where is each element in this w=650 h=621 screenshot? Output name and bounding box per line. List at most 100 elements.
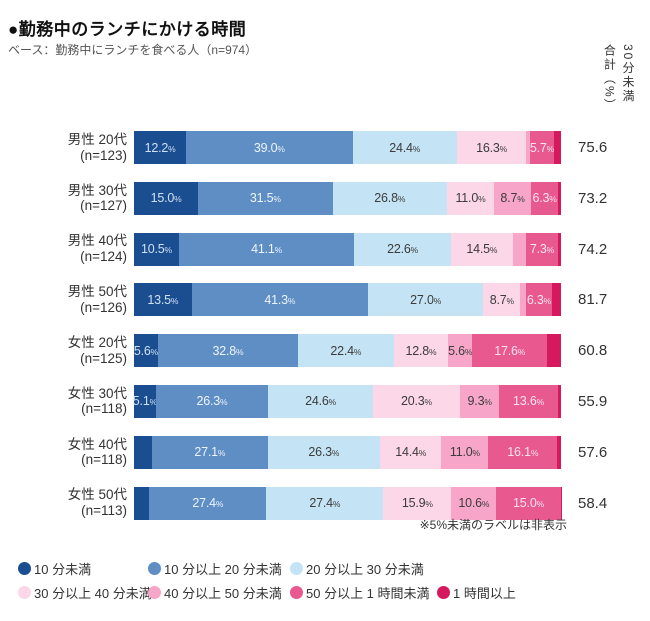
segment-value-label: 22.6% <box>387 242 419 257</box>
segment-value-label: 39.0% <box>253 140 285 155</box>
category-label: 女性 40代 (n=118) <box>0 437 134 468</box>
bar-segment <box>547 334 561 368</box>
segment-value-label: 5.1% <box>132 394 157 409</box>
bar-segment <box>557 435 561 469</box>
segment-value-label: 5.7% <box>529 140 555 155</box>
total-under-30min: 74.2 <box>578 240 608 258</box>
segment-value-label: 13.5% <box>147 292 179 307</box>
segment-value-label: 22.4% <box>330 343 362 358</box>
bar-segment: 20.3% <box>373 384 460 418</box>
bar-segment: 13.6% <box>499 384 558 418</box>
category-group: 男性 30代 <box>67 182 127 198</box>
total-column-header: 30分未満 合計（%） <box>602 44 635 113</box>
legend-dot-icon <box>148 585 161 599</box>
bar-segment <box>134 486 150 520</box>
legend-row: 30 分以上 40 分未満 40 分以上 50 分未満 50 分以上 1 時間未満 1… <box>18 580 638 604</box>
chart-row: 男性 20代 (n=123) 12.2% 39.0% 24.4% 16.3% 5.7% 75.… <box>0 131 650 164</box>
segment-value-label: 26.3% <box>196 394 228 409</box>
bar-segment: 12.2% <box>134 131 187 164</box>
legend-dot-icon <box>290 585 303 599</box>
bar-segment: 32.8% <box>157 334 298 368</box>
segment-value-label: 5.6% <box>448 343 473 358</box>
bar-segment: 6.3% <box>531 181 558 215</box>
category-n: (n=127) <box>80 198 127 214</box>
chart-base-note: ベース：勤務中にランチを食べる人（n=974） <box>8 43 258 57</box>
category-n: (n=118) <box>81 452 127 468</box>
segment-value-label: 8.7% <box>500 191 525 206</box>
chart-row: 男性 30代 (n=127) 15.0% 31.5% 26.8% 11.0% 8.7% 6.3… <box>0 181 650 215</box>
stacked-bar: 5.6% 32.8% 22.4% 12.8% 5.6% 17.6% <box>133 334 561 368</box>
bar-segment: 8.7% <box>483 283 521 317</box>
bar-segment <box>557 181 561 215</box>
legend-item: 10 分未満 <box>18 559 148 578</box>
bar-segment: 15.0% <box>134 181 199 215</box>
segment-value-label: 15.0% <box>513 496 544 511</box>
segment-value-label: 26.8% <box>374 191 406 206</box>
stacked-bar: 15.0% 31.5% 26.8% 11.0% 8.7% 6.3% <box>134 181 561 215</box>
segment-value-label: 10.6% <box>458 496 490 511</box>
bar-segment: 15.9% <box>383 486 452 520</box>
segment-value-label: 17.6% <box>494 343 526 358</box>
segment-value-label: 5.6% <box>133 343 159 358</box>
segment-value-label: 6.3% <box>532 191 557 206</box>
total-under-30min: 55.9 <box>578 392 608 410</box>
bar-segment: 16.3% <box>456 131 527 164</box>
legend-item: 1 時間以上 <box>437 583 516 602</box>
segment-value-label: 15.9% <box>401 496 433 511</box>
category-group: 男性 40代 <box>67 233 127 249</box>
segment-value-label: 12.8% <box>405 343 437 358</box>
category-label: 女性 50代 (n=113) <box>0 487 134 518</box>
bar-segment: 24.4% <box>352 131 457 164</box>
segment-value-label: 41.1% <box>251 242 283 257</box>
segment-value-label: 24.4% <box>389 140 421 155</box>
legend-item: 30 分以上 40 分未満 <box>18 583 152 602</box>
bar-segment: 14.4% <box>379 435 442 469</box>
bar-segment: 9.3% <box>459 384 500 418</box>
segment-value-label: 11.0% <box>455 191 486 206</box>
bar-segment <box>520 283 526 317</box>
category-n: (n=123) <box>80 147 127 163</box>
legend-row: 10 分未満 10 分以上 20 分未満 20 分以上 30 分未満 <box>18 556 638 580</box>
segment-value-label: 14.5% <box>466 242 498 257</box>
bar-segment: 5.6% <box>133 334 159 368</box>
category-n: (n=118) <box>81 401 127 417</box>
category-label: 男性 30代 (n=127) <box>0 183 134 214</box>
stacked-bar: 10.5% 41.1% 22.6% 14.5% 7.3% <box>134 232 561 266</box>
bar-segment: 5.6% <box>448 334 473 368</box>
segment-value-label: 27.4% <box>192 496 224 511</box>
segment-value-label: 26.3% <box>308 445 340 460</box>
chart-row: 女性 30代 (n=118) 5.1% 26.3% 24.6% 20.3% 9.3% 13.6… <box>0 384 650 418</box>
category-group: 男性 20代 <box>67 131 127 147</box>
category-n: (n=125) <box>80 350 127 366</box>
chart-row: 女性 20代 (n=125) 5.6% 32.8% 22.4% 12.8% 5.6% 17.6… <box>0 334 650 368</box>
segment-value-label: 24.6% <box>305 394 337 409</box>
chart-row: 男性 40代 (n=124) 10.5% 41.1% 22.6% 14.5% 7.3% 74.… <box>0 232 650 266</box>
bar-segment: 14.5% <box>450 232 513 266</box>
legend-dot-icon <box>18 561 31 575</box>
bar-segment: 13.5% <box>134 283 192 317</box>
bar-segment <box>554 131 561 164</box>
category-label: 男性 40代 (n=124) <box>0 233 134 264</box>
bar-segment: 8.7% <box>493 181 532 215</box>
bar-segment: 39.0% <box>186 131 353 164</box>
segment-value-label: 31.5% <box>249 191 281 206</box>
bar-segment <box>526 131 530 164</box>
legend-label: 1 時間以上 <box>453 585 516 601</box>
bar-segment <box>557 232 561 266</box>
bar-segment: 26.3% <box>267 435 380 469</box>
bar-segment: 27.0% <box>367 283 484 317</box>
bar-segment <box>512 232 527 266</box>
segment-value-label: 7.3% <box>529 242 555 257</box>
bar-segment <box>557 384 561 418</box>
bar-segment: 17.6% <box>472 334 548 368</box>
segment-value-label: 16.3% <box>476 140 508 155</box>
bar-segment: 24.6% <box>268 384 374 418</box>
segment-value-label: 12.2% <box>144 140 176 155</box>
bar-segment: 16.1% <box>488 435 558 469</box>
total-under-30min: 75.6 <box>578 139 608 156</box>
segment-value-label: 27.1% <box>194 445 226 460</box>
bar-segment: 26.8% <box>332 181 447 215</box>
segment-value-label: 8.7% <box>489 292 514 307</box>
stacked-bar: 27.1% 26.3% 14.4% 11.0% 16.1% <box>134 435 561 469</box>
